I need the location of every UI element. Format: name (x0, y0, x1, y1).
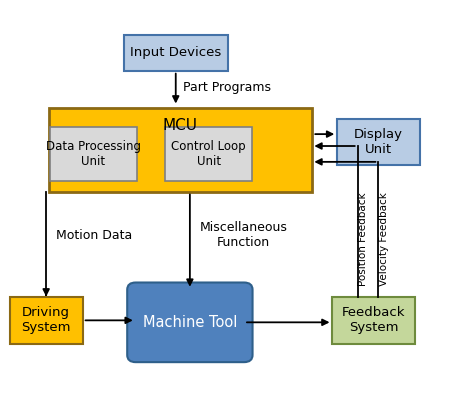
Text: Input Devices: Input Devices (130, 46, 221, 59)
FancyBboxPatch shape (50, 127, 137, 181)
Text: Data Processing
Unit: Data Processing Unit (46, 140, 141, 168)
Text: Display
Unit: Display Unit (354, 128, 403, 156)
Text: Velocity Feedback: Velocity Feedback (379, 192, 389, 286)
FancyBboxPatch shape (124, 35, 228, 71)
Text: Feedback
System: Feedback System (342, 306, 405, 334)
Text: Control Loop
Unit: Control Loop Unit (172, 140, 246, 168)
Text: Motion Data: Motion Data (55, 229, 132, 242)
FancyBboxPatch shape (165, 127, 252, 181)
Text: Position Feedback: Position Feedback (358, 192, 368, 286)
Text: Driving
System: Driving System (21, 306, 71, 334)
FancyBboxPatch shape (48, 109, 312, 192)
Text: Machine Tool: Machine Tool (143, 315, 237, 330)
FancyBboxPatch shape (127, 282, 253, 362)
FancyBboxPatch shape (9, 296, 82, 344)
Text: Miscellaneous
Function: Miscellaneous Function (199, 221, 287, 249)
Text: Part Programs: Part Programs (183, 81, 271, 94)
FancyBboxPatch shape (332, 296, 415, 344)
Text: MCU: MCU (163, 118, 198, 133)
FancyBboxPatch shape (337, 119, 419, 165)
